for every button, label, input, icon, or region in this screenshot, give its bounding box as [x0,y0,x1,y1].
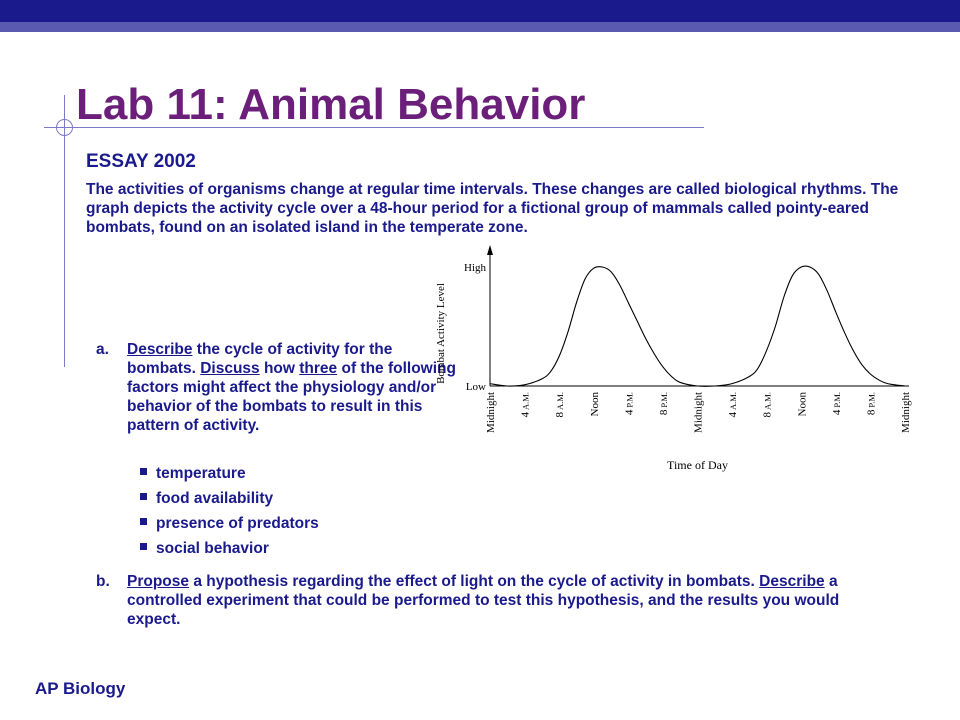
x-tick-label-suffix: P.M. [832,392,842,408]
activity-series-line [489,265,906,387]
x-tick-label-main: Noon [589,392,601,417]
x-tick-label-suffix: A.M. [728,392,738,410]
question-b: b. Propose a hypothesis regarding the ef… [96,572,896,629]
decorative-horizontal-line [44,127,704,128]
question-a-verb-describe: Describe [127,341,193,358]
square-bullet-icon [140,543,147,551]
question-a-text: Describe the cycle of activity for the b… [127,340,456,435]
x-tick-label-main: 4 [623,409,635,415]
factor-item: food availability [140,489,319,514]
x-tick-label-suffix: A.M. [521,392,531,410]
decorative-crosshair-circle [56,119,73,136]
factor-list: temperature food availability presence o… [140,464,319,564]
x-tick-label-main: 4 [727,411,739,417]
question-a-text-2: how [259,360,300,377]
footer-course-label: AP Biology [35,679,126,698]
x-tick-label-main: Midnight [693,392,705,433]
x-tick-label-main: 8 [762,411,774,417]
square-bullet-icon [140,468,147,476]
top-banner [0,0,960,22]
factor-label: food availability [156,490,274,507]
y-tick-label: Low [466,381,486,393]
x-tick-label: 8A.M. [762,392,774,417]
x-tick-label: Midnight [900,392,912,433]
factor-item: social behavior [140,539,319,564]
x-tick-label-suffix: P.M. [866,392,876,408]
x-tick-label: Noon [589,392,601,417]
question-a-word-three: three [299,360,338,377]
square-bullet-icon [140,493,147,501]
x-tick-label: 8A.M. [554,392,566,417]
factor-item: temperature [140,464,319,489]
x-tick-label-suffix: P.M. [659,392,669,408]
factor-label: social behavior [156,540,269,557]
x-tick-label: 4P.M. [831,392,843,415]
x-tick-label: 8P.M. [865,392,877,415]
x-tick-label-suffix: A.M. [555,392,565,410]
factor-label: temperature [156,465,246,482]
factor-item: presence of predators [140,514,319,539]
question-a: a. Describe the cycle of activity for th… [96,340,456,435]
question-b-text: Propose a hypothesis regarding the effec… [127,572,896,629]
question-b-verb-propose: Propose [127,573,190,590]
y-axis-label: Bombat Activity Level [435,283,447,384]
x-tick-label-main: 8 [658,409,670,415]
top-banner-stripe [0,22,960,32]
x-tick-label: Midnight [693,392,705,433]
slide-title: Lab 11: Animal Behavior [76,80,586,129]
question-a-text-3: of the following factors might affect th… [127,360,456,434]
x-tick-label-main: 8 [865,409,877,415]
square-bullet-icon [140,518,147,526]
question-b-verb-describe: Describe [759,573,825,590]
x-tick-label-suffix: A.M. [763,392,773,410]
decorative-vertical-line [64,95,65,367]
x-tick-label-main: 4 [520,411,532,417]
question-b-text-2: a controlled experiment that could be pe… [127,573,840,628]
question-a-verb-discuss: Discuss [200,360,260,377]
x-tick-label-suffix: P.M. [624,392,634,408]
question-a-label: a. [96,341,109,358]
x-tick-label: 4P.M. [623,392,635,415]
x-axis-label: Time of Day [667,458,728,472]
y-tick-label: High [464,262,487,274]
x-tick-label: 8P.M. [658,392,670,415]
x-tick-label: Noon [796,392,808,417]
intro-paragraph: The activities of organisms change at re… [86,181,899,236]
y-axis-arrow-icon [487,245,493,255]
x-tick-label-main: Midnight [900,392,912,433]
question-a-text-1: the cycle of activity for the bombats. [127,341,393,377]
x-tick-label-main: Noon [796,392,808,417]
question-b-label: b. [96,573,110,590]
x-tick-label: Midnight [485,392,497,433]
slide-subtitle: ESSAY 2002 [86,151,196,172]
question-b-text-1: a hypothesis regarding the effect of lig… [189,573,760,590]
x-tick-label-main: 4 [831,409,843,415]
x-tick-label: 4A.M. [520,392,532,417]
factor-label: presence of predators [156,515,319,532]
x-tick-label-main: 8 [554,411,566,417]
x-tick-label: 4A.M. [727,392,739,417]
x-tick-label-main: Midnight [485,392,497,433]
